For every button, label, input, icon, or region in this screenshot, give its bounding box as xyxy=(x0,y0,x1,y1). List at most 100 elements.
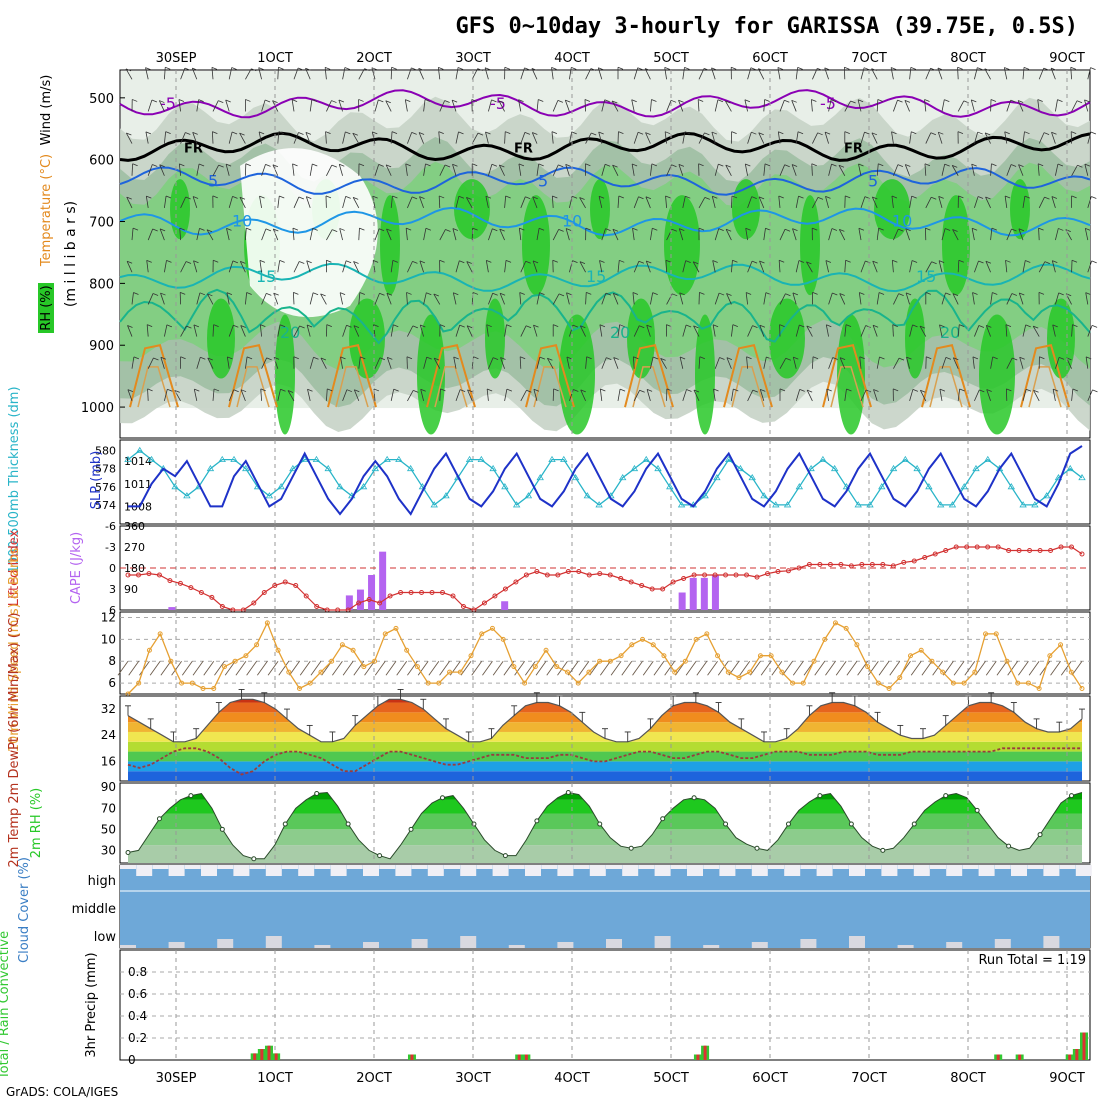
wind-barb-flag xyxy=(992,356,998,360)
wind-barb xyxy=(325,131,327,144)
wind-barb-flag xyxy=(278,66,284,70)
wind-barb-flag xyxy=(745,163,751,167)
li-tick: -3 xyxy=(105,541,116,554)
cape-bar xyxy=(379,551,387,610)
wind-barb-flag xyxy=(759,260,765,264)
thickness-marker xyxy=(324,464,332,472)
wind-barb-flag xyxy=(905,164,911,167)
wind-speed-marker xyxy=(661,653,667,659)
thickness-marker xyxy=(654,464,662,472)
wind-barb xyxy=(812,356,814,369)
wind-barb xyxy=(952,357,959,369)
wind-barb-flag xyxy=(986,389,992,392)
rh-marker xyxy=(1037,832,1043,838)
wind-barb xyxy=(160,292,165,305)
wind-barb-flag xyxy=(339,292,346,296)
lifted-index-marker xyxy=(796,565,802,571)
wind-barb-flag xyxy=(845,259,851,263)
wind-barb xyxy=(1018,228,1024,241)
wind-barb-flag xyxy=(792,228,798,232)
wind-barb xyxy=(990,292,993,305)
wind-barb xyxy=(941,357,947,369)
wind-barb-flag xyxy=(213,324,219,327)
wind-barb-flag xyxy=(378,99,384,103)
wind-barb xyxy=(386,228,392,241)
wind-barb-flag xyxy=(553,324,559,327)
wind-barb-flag xyxy=(298,196,305,200)
thickness-marker xyxy=(206,464,215,472)
wind-barb-flag xyxy=(273,356,280,360)
wind-barb xyxy=(693,325,700,337)
wind-speed-marker xyxy=(886,686,892,692)
thickness-marker xyxy=(866,501,874,508)
wind-barb xyxy=(826,388,829,401)
wind-barb-flag xyxy=(864,131,870,135)
wind-speed-marker xyxy=(146,647,152,653)
wind-speed-marker xyxy=(179,680,185,686)
wind-barb-flag xyxy=(340,356,346,360)
cloud-high-gap xyxy=(168,865,185,876)
wind-barb-flag xyxy=(326,259,332,263)
wind-barb-flag xyxy=(372,195,378,199)
wind-barb-flag xyxy=(777,67,784,70)
wind-barb-flag xyxy=(619,388,626,392)
wind-barb-flag xyxy=(977,67,983,71)
wind-barb xyxy=(1055,163,1059,176)
wind-barb-10m xyxy=(557,660,568,676)
cloud-high-gap xyxy=(784,865,801,876)
wind-barb-10m xyxy=(139,660,150,676)
cape-bar xyxy=(711,575,719,610)
lifted-index-marker xyxy=(198,590,204,595)
wind-barb xyxy=(601,228,606,241)
wind-barb-flag xyxy=(485,195,492,199)
wind-barb xyxy=(872,260,878,273)
wind-barb-flag xyxy=(198,163,205,167)
wind-barb-flag xyxy=(712,260,718,263)
wind-barb xyxy=(146,324,149,337)
wind-barb-flag xyxy=(279,195,285,199)
wind-barb xyxy=(292,163,295,176)
wind-barb xyxy=(792,292,797,305)
thickness-marker xyxy=(713,473,721,481)
lifted-index-marker xyxy=(649,586,655,592)
wind-barb xyxy=(650,292,654,305)
lifted-index-marker xyxy=(628,579,634,585)
thickness-marker xyxy=(136,446,144,453)
wind-barb xyxy=(791,100,797,112)
wind-barb xyxy=(551,131,554,144)
wind-barb-flag xyxy=(133,292,139,295)
thickness-marker xyxy=(583,492,592,499)
wind-speed-marker xyxy=(350,647,356,653)
thickness-marker xyxy=(124,455,132,462)
wind-barb xyxy=(580,389,586,402)
wind-barb-flag xyxy=(1023,66,1030,70)
wind-barb-flag xyxy=(126,260,133,264)
wind-barb-flag xyxy=(891,195,898,199)
wind-barb xyxy=(844,100,851,112)
wind-barb-flag xyxy=(585,163,591,167)
lifted-index-marker xyxy=(366,597,372,602)
wind-barb xyxy=(147,388,149,401)
wind-barb xyxy=(390,131,393,144)
wind-barb-flag xyxy=(765,227,771,231)
wind-barb-flag xyxy=(812,292,818,295)
precip-conv-bar xyxy=(696,1054,700,1060)
wind-barb-flag xyxy=(985,132,991,136)
wind-barb-10m xyxy=(310,660,322,676)
wind-barb-flag xyxy=(944,99,950,103)
wind-barb xyxy=(1037,163,1040,176)
wind-barb xyxy=(212,164,219,176)
wind-barb xyxy=(518,163,522,176)
wind-barb xyxy=(326,229,333,241)
lifted-index-marker xyxy=(744,572,750,578)
wind-speed-marker xyxy=(586,669,592,675)
wind-barb-10m xyxy=(428,660,440,676)
wind-barb-flag xyxy=(637,131,644,135)
wind-barb xyxy=(957,100,965,112)
wind-barb-10m xyxy=(417,660,429,676)
wind-barb-10m xyxy=(621,660,633,676)
wind-barb-flag xyxy=(345,131,351,135)
wind-barb xyxy=(1070,67,1072,80)
surface-temp-contour-inner xyxy=(434,366,468,408)
